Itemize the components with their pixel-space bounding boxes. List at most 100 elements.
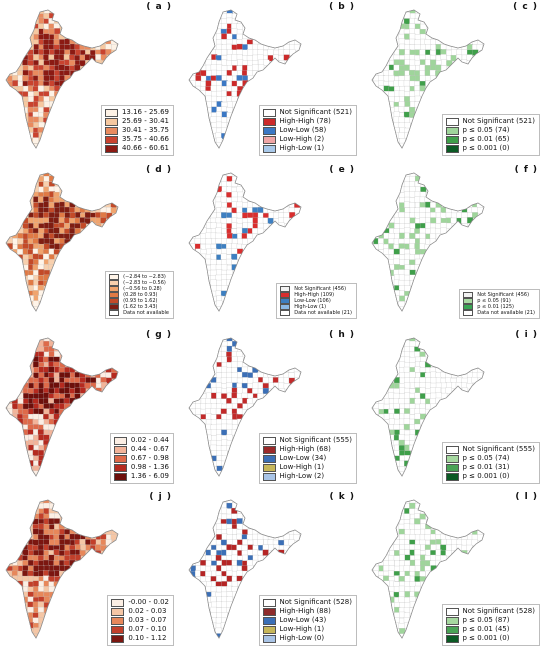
legend-item: p ≤ 0.001 (0) xyxy=(445,472,535,481)
district-region xyxy=(278,55,285,62)
district-region xyxy=(398,69,405,77)
district-region xyxy=(37,533,44,541)
legend-item: High-Low (0) xyxy=(262,634,352,643)
district-region xyxy=(399,59,406,66)
district-region xyxy=(48,377,55,384)
district-region xyxy=(53,518,60,525)
district-region xyxy=(246,559,253,566)
district-region xyxy=(100,212,107,219)
district-region xyxy=(95,54,102,61)
legend-swatch xyxy=(113,463,127,472)
district-region xyxy=(404,285,411,292)
legend-item: 0.44 - 0.67 xyxy=(113,445,169,454)
india-map xyxy=(5,499,119,639)
legend-text: (1.62 to 3.43) xyxy=(123,304,158,310)
district-region xyxy=(257,371,264,378)
district-region xyxy=(37,75,44,82)
district-region xyxy=(403,434,411,441)
district-region xyxy=(231,28,238,35)
district-region xyxy=(399,217,406,224)
legend-item: 0.07 - 0.10 xyxy=(111,625,169,634)
district-region xyxy=(403,513,410,520)
district-region xyxy=(53,49,61,56)
legend-text: High-High (88) xyxy=(279,607,331,615)
district-region xyxy=(461,382,468,389)
legend-item: (−0.56 to 0.28) xyxy=(109,286,169,292)
district-region xyxy=(403,366,410,373)
district-region xyxy=(53,372,60,379)
legend-swatch xyxy=(280,292,291,298)
district-region xyxy=(22,575,29,582)
district-region xyxy=(210,596,217,603)
legend-text: High-High (109) xyxy=(294,292,335,298)
district-region xyxy=(404,560,411,567)
legend-item: (1.62 to 3.43) xyxy=(109,304,169,310)
district-region xyxy=(48,28,55,35)
district-region xyxy=(90,377,97,384)
legend-text: 0.03 - 0.07 xyxy=(128,616,167,624)
district-region xyxy=(398,301,405,308)
district-region xyxy=(105,372,112,379)
district-region xyxy=(419,70,426,77)
district-region xyxy=(414,559,421,566)
district-region xyxy=(420,413,427,420)
panel-label: ( h ) xyxy=(329,330,355,340)
district-region xyxy=(43,382,50,389)
district-region xyxy=(430,212,437,219)
district-region xyxy=(414,34,421,41)
district-region xyxy=(236,361,244,368)
district-region xyxy=(242,212,249,219)
district-region xyxy=(441,59,448,66)
legend-swatch xyxy=(262,135,276,144)
district-region xyxy=(399,295,406,302)
legend-text: p ≤ 0.05 (74) xyxy=(462,454,510,462)
district-region xyxy=(231,85,238,93)
map-legend: (−2.84 to −2.83) (−2.83 to −0.56) (−0.56 t… xyxy=(105,271,174,319)
district-region xyxy=(43,176,50,183)
district-region xyxy=(278,377,285,384)
district-region xyxy=(394,550,401,557)
district-region xyxy=(419,377,426,384)
district-region xyxy=(205,555,212,562)
district-region xyxy=(262,387,269,395)
district-region xyxy=(37,248,44,255)
legend-text: 35.75 - 40.66 xyxy=(121,135,169,143)
map-legend: Not Significant (528) High-High (88) Low-L… xyxy=(258,595,357,646)
district-region xyxy=(38,586,45,593)
district-region xyxy=(27,606,34,613)
district-region xyxy=(69,207,76,214)
legend-item: Data not available (21) xyxy=(280,310,352,316)
panel-label: ( f ) xyxy=(514,165,538,175)
district-region xyxy=(388,392,395,399)
district-region xyxy=(398,528,405,535)
district-region xyxy=(210,212,217,219)
legend-item: 40.66 - 60.61 xyxy=(104,144,169,153)
district-region xyxy=(22,408,29,415)
district-region xyxy=(28,279,35,286)
district-region xyxy=(419,387,426,394)
legend-item: p ≤ 0.01 (31) xyxy=(445,463,535,472)
legend-item: Not Significant (528) xyxy=(262,598,352,607)
district-region xyxy=(393,539,400,546)
district-region xyxy=(43,538,50,546)
district-region xyxy=(283,377,290,384)
district-region xyxy=(38,523,45,530)
district-region xyxy=(467,217,474,224)
district-region xyxy=(64,212,71,219)
legend-text: p ≤ 0.001 (0) xyxy=(462,472,510,480)
district-region xyxy=(64,550,71,557)
district-region xyxy=(220,253,227,260)
legend-text: 30.41 - 35.75 xyxy=(121,126,169,134)
district-region xyxy=(231,23,238,30)
district-region xyxy=(435,534,442,541)
district-region xyxy=(22,565,29,572)
legend-swatch xyxy=(445,126,459,135)
district-region xyxy=(399,254,406,261)
legend-text: (0.28 to 0.93) xyxy=(123,292,158,298)
legend-text: (0.93 to 1.62) xyxy=(123,298,158,304)
district-region xyxy=(404,382,411,389)
district-region xyxy=(419,75,426,82)
district-region xyxy=(247,212,254,219)
district-region xyxy=(236,544,243,551)
district-region xyxy=(38,580,45,587)
